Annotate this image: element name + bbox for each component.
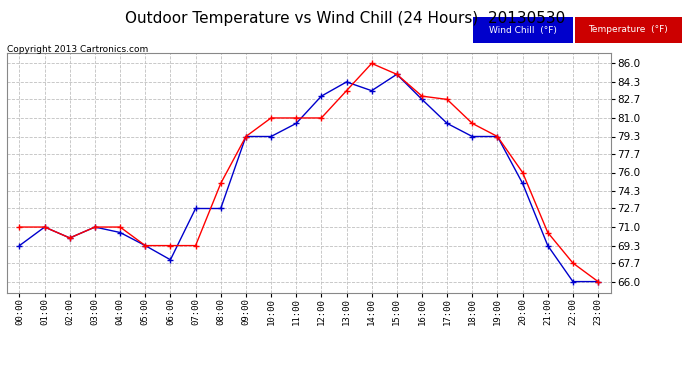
Text: Temperature  (°F): Temperature (°F) [589, 26, 668, 34]
Text: Outdoor Temperature vs Wind Chill (24 Hours)  20130530: Outdoor Temperature vs Wind Chill (24 Ho… [125, 11, 565, 26]
Text: Copyright 2013 Cartronics.com: Copyright 2013 Cartronics.com [7, 45, 148, 54]
Text: Wind Chill  (°F): Wind Chill (°F) [489, 26, 557, 34]
